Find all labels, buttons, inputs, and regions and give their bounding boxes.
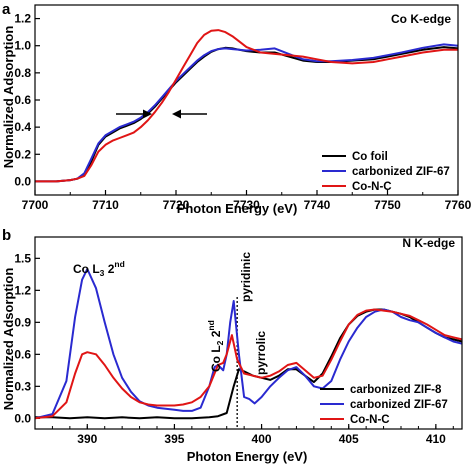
arrow-left-head	[172, 109, 181, 119]
legend-label-co-n-c: Co-N-C	[352, 181, 392, 193]
arrow-right-head	[143, 109, 152, 119]
y-tick-label: 1.5	[14, 251, 31, 265]
panel-a-x-axis-title: Photon Energy (eV)	[177, 201, 298, 216]
panel-a: a Photon Energy (eV) Normalized Adsorpti…	[1, 1, 472, 216]
panel-b-legend: carbonized ZIF-8 carbonized ZIF-67 Co-N-…	[320, 384, 448, 426]
y-tick-label: 0.9	[14, 315, 31, 329]
panel-b-x-axis-title: Photon Energy (eV)	[187, 449, 308, 464]
x-tick-label: 7720	[163, 198, 190, 212]
series-line-a-1	[35, 43, 459, 183]
x-tick-label: 7740	[304, 198, 331, 212]
panel-b-edge-label: N K-edge	[402, 236, 455, 250]
panel-a-y-axis-title: Normalized Adsorption	[1, 26, 16, 169]
legend-label-carbonized-zif-67-b: carbonized ZIF-67	[350, 399, 448, 411]
y-tick-label: 0.0	[14, 174, 31, 188]
shoulder-arrows	[116, 109, 207, 119]
x-tick-label: 405	[339, 432, 359, 446]
y-tick-label: 0.0	[14, 411, 31, 425]
series-line-b-2	[34, 308, 463, 420]
x-tick-label: 7710	[92, 198, 119, 212]
y-tick-label: 0.4	[14, 120, 31, 134]
y-tick-label: 0.8	[14, 66, 31, 80]
legend-label-carbonized-zif-67: carbonized ZIF-67	[352, 166, 450, 178]
co-l3-annotation: Co L3 2nd	[73, 259, 125, 278]
x-tick-label: 395	[164, 432, 184, 446]
co-l2-annotation: Co L2 2nd	[206, 320, 225, 372]
y-tick-label: 1.0	[14, 39, 31, 53]
y-tick-label: 0.6	[14, 347, 31, 361]
x-tick-label: 400	[252, 432, 272, 446]
legend-label-co-n-c-b: Co-N-C	[350, 414, 390, 426]
panel-b-y-axis-title: Normalized Adsorption	[1, 268, 16, 411]
series-line-a-0	[35, 46, 459, 183]
series-line-a-2	[35, 29, 458, 183]
x-tick-label: 7700	[22, 198, 49, 212]
panel-b: b Photon Energy (eV) Normalized Adsorpti…	[1, 227, 463, 464]
x-tick-label: 410	[426, 432, 446, 446]
x-tick-label: 390	[77, 432, 97, 446]
panel-a-label: a	[2, 1, 11, 18]
pyridinic-annotation: pyridinic	[239, 252, 253, 302]
panel-a-frame	[34, 4, 459, 196]
y-tick-label: 0.2	[14, 147, 31, 161]
panel-b-label: b	[2, 227, 11, 244]
y-tick-label: 0.6	[14, 93, 31, 107]
y-tick-label: 1.2	[14, 283, 31, 297]
x-tick-label: 7730	[233, 198, 260, 212]
y-tick-label: 0.3	[14, 379, 31, 393]
panel-a-edge-label: Co K-edge	[391, 12, 451, 26]
pyrrolic-annotation: pyrrolic	[254, 331, 268, 375]
x-tick-label: 7760	[445, 198, 472, 212]
legend-label-co-foil: Co foil	[352, 151, 388, 163]
legend-label-carbonized-zif-8: carbonized ZIF-8	[350, 384, 442, 396]
panel-a-legend: Co foil carbonized ZIF-67 Co-N-C	[322, 151, 450, 193]
y-tick-label: 1.2	[14, 12, 31, 26]
x-tick-label: 7750	[374, 198, 401, 212]
panel-b-frame	[34, 236, 463, 430]
